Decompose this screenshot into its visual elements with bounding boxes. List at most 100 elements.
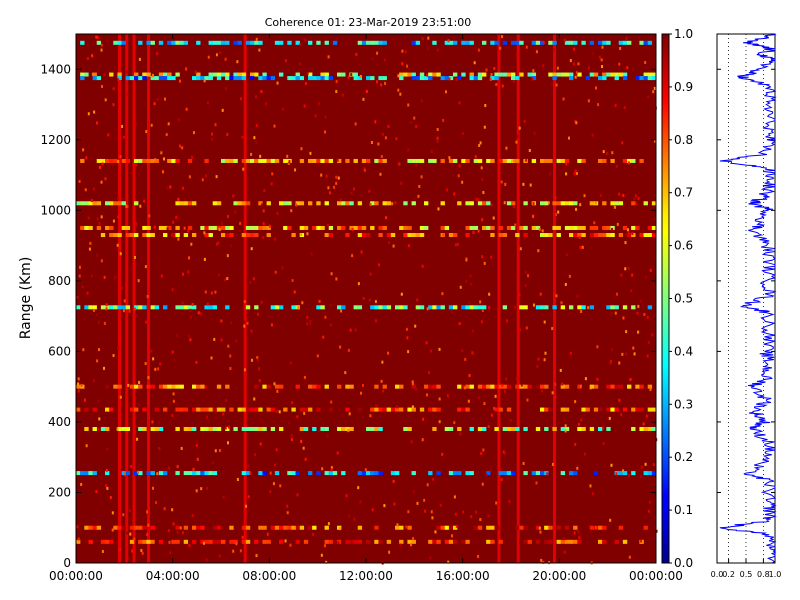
- speckle: [407, 148, 410, 152]
- band-cell: [250, 225, 255, 230]
- speckle: [648, 500, 651, 504]
- speckle: [531, 77, 534, 81]
- speckle: [239, 221, 242, 225]
- band-cell: [523, 384, 528, 389]
- speckle: [438, 347, 441, 351]
- band-cell: [80, 76, 85, 81]
- speckle: [97, 399, 100, 403]
- band-cell: [80, 225, 85, 230]
- speckle: [290, 209, 293, 213]
- band-cell: [407, 539, 412, 544]
- speckle: [564, 424, 567, 428]
- band-cell: [183, 539, 189, 544]
- speckle: [541, 64, 544, 68]
- speckle: [564, 282, 567, 286]
- speckle: [504, 451, 507, 455]
- band-cell: [125, 158, 131, 163]
- band-cell: [527, 384, 532, 389]
- speckle: [644, 462, 647, 466]
- colorbar-tick-label: 0.6: [674, 239, 693, 253]
- band-cell: [279, 305, 284, 310]
- speckle: [488, 306, 491, 310]
- speckle: [194, 70, 197, 74]
- band-cell: [196, 384, 201, 389]
- band-cell: [506, 471, 512, 476]
- band-cell: [308, 76, 313, 81]
- band-cell: [299, 158, 305, 163]
- speckle: [172, 220, 175, 224]
- band-cell: [221, 539, 226, 544]
- band-cell: [167, 72, 172, 77]
- speckle: [255, 140, 258, 144]
- band-cell: [399, 525, 404, 530]
- speckle: [206, 486, 209, 490]
- speckle: [278, 410, 281, 414]
- band-cell: [428, 539, 433, 544]
- speckle: [156, 52, 159, 56]
- speckle: [309, 322, 312, 326]
- speckle: [176, 465, 179, 469]
- band-cell: [138, 426, 143, 431]
- speckle: [618, 361, 621, 365]
- band-cell: [614, 407, 619, 412]
- speckle: [464, 357, 467, 361]
- band-cell: [502, 158, 508, 163]
- speckle: [618, 192, 621, 196]
- coherence-heatmap: [76, 34, 658, 565]
- band-cell: [461, 305, 466, 310]
- speckle: [642, 422, 645, 426]
- speckle: [100, 215, 103, 219]
- band-cell: [192, 407, 197, 412]
- speckle: [418, 184, 421, 188]
- band-cell: [192, 384, 197, 389]
- speckle: [90, 199, 93, 203]
- speckle: [351, 228, 354, 232]
- band-cell: [287, 471, 292, 476]
- band-cell: [324, 471, 329, 476]
- band-cell: [482, 225, 487, 230]
- speckle: [143, 199, 146, 203]
- band-cell: [357, 225, 363, 230]
- band-cell: [428, 72, 433, 77]
- band-cell: [332, 471, 338, 476]
- speckle: [235, 542, 238, 546]
- band-cell: [444, 76, 450, 81]
- band-cell: [295, 76, 300, 81]
- band-cell: [175, 305, 180, 310]
- speckle: [589, 386, 592, 390]
- speckle: [247, 495, 250, 499]
- band-cell: [639, 76, 644, 81]
- band-cell: [92, 201, 97, 206]
- speckle: [77, 382, 80, 386]
- band-cell: [419, 233, 425, 238]
- speckle: [82, 348, 85, 352]
- band-cell: [395, 407, 400, 412]
- band-cell: [523, 225, 528, 230]
- speckle: [353, 517, 356, 521]
- speckle: [630, 289, 633, 293]
- band-cell: [175, 40, 180, 45]
- band-cell: [320, 76, 325, 81]
- speckle: [597, 103, 600, 107]
- band-cell: [295, 471, 300, 476]
- band-cell: [279, 72, 284, 77]
- speckle: [547, 201, 550, 205]
- speckle: [364, 468, 367, 472]
- band-cell: [473, 525, 479, 530]
- speckle: [369, 272, 372, 276]
- speckle: [204, 290, 207, 294]
- band-cell: [407, 407, 412, 412]
- speckle: [260, 300, 263, 304]
- band-cell: [647, 225, 653, 230]
- band-cell: [295, 72, 300, 77]
- speckle: [190, 242, 193, 246]
- band-cell: [117, 201, 122, 206]
- band-cell: [332, 40, 338, 45]
- band-cell: [498, 384, 503, 389]
- speckle: [482, 190, 485, 194]
- speckle: [357, 282, 360, 286]
- speckle: [128, 309, 131, 313]
- band-cell: [175, 233, 180, 238]
- band-cell: [303, 539, 309, 544]
- band-cell: [573, 525, 578, 530]
